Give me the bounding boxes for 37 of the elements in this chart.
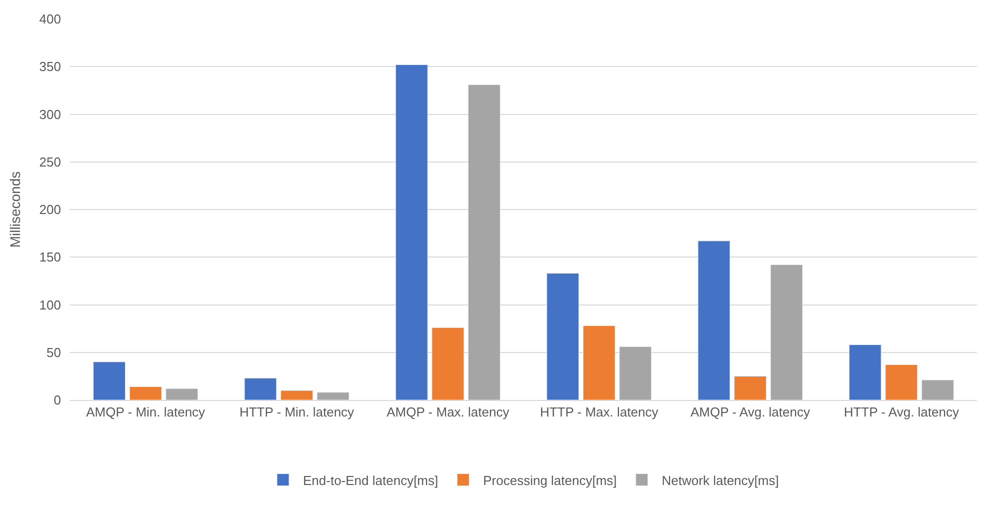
legend-label: End-to-End latency[ms] [303, 472, 438, 488]
x-tick-label: HTTP - Avg. latency [844, 404, 960, 420]
legend-label: Network latency[ms] [662, 472, 779, 488]
x-tick-label: AMQP - Avg. latency [690, 404, 810, 420]
y-tick-label: 350 [39, 59, 61, 74]
x-tick-label: AMQP - Min. latency [86, 404, 206, 420]
bar [885, 364, 918, 400]
y-tick-label: 200 [39, 202, 61, 218]
x-tick-label: HTTP - Max. latency [540, 404, 659, 420]
bar [432, 327, 464, 400]
bar [619, 346, 652, 400]
bar [316, 392, 350, 400]
bar [280, 390, 313, 400]
bar [129, 386, 162, 400]
bar [93, 362, 126, 400]
bar [395, 64, 428, 400]
x-tick-label: AMQP - Max. latency [386, 404, 510, 420]
bar [770, 264, 803, 400]
bar [734, 376, 766, 400]
legend-label: Processing latency[ms] [483, 472, 617, 488]
x-tick-label: HTTP - Min. latency [239, 404, 355, 420]
bar [546, 273, 580, 400]
y-tick-label: 100 [39, 297, 61, 312]
bar [921, 380, 954, 400]
y-tick-label: 400 [39, 12, 61, 27]
y-tick-label: 300 [39, 106, 61, 122]
y-axis-title: Milliseconds [6, 171, 23, 248]
y-tick-label: 250 [39, 154, 61, 170]
y-tick-label: 0 [54, 392, 61, 408]
bar [166, 388, 198, 400]
bar [244, 378, 277, 400]
bar [698, 240, 730, 400]
bar [582, 325, 616, 400]
y-tick-label: 50 [46, 344, 61, 360]
bar [848, 344, 882, 400]
bar [468, 84, 500, 400]
y-tick-label: 150 [39, 250, 61, 265]
